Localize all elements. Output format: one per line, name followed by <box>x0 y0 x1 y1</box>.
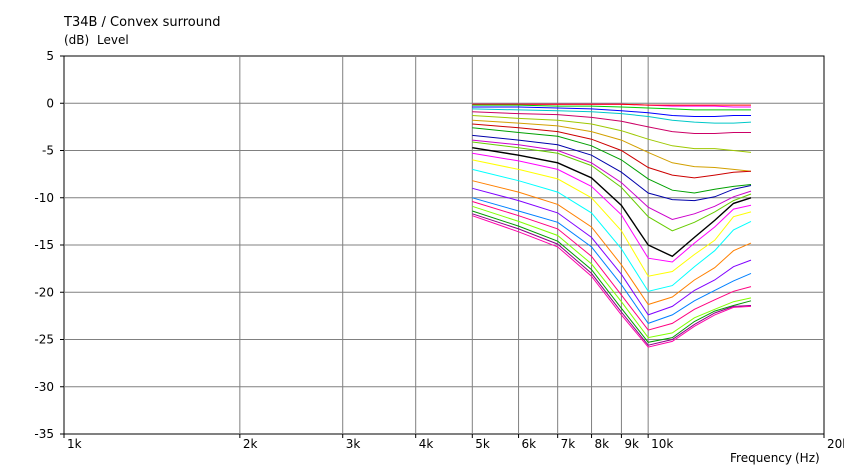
series-line-9 <box>472 123 752 179</box>
x-tick-label: 7k <box>561 437 576 451</box>
x-tick-label: 20k <box>827 437 844 451</box>
series-line-6 <box>472 111 751 134</box>
x-tick-label: 1k <box>67 437 82 451</box>
series-line-16 <box>472 159 752 277</box>
x-tick-label: 10k <box>651 437 673 451</box>
x-axis-label: Frequency <box>730 451 792 465</box>
y-tick-label: 0 <box>46 96 54 110</box>
series-line-12 <box>472 139 752 221</box>
series-line-7 <box>472 115 752 153</box>
y-tick-label: -10 <box>34 191 54 205</box>
series-line-18 <box>472 180 752 306</box>
series-line-3 <box>472 104 751 111</box>
series-line-5 <box>472 108 752 124</box>
x-axis-unit: (Hz) <box>795 451 820 465</box>
x-tick-label: 6k <box>522 437 537 451</box>
x-tick-label: 8k <box>595 437 610 451</box>
series-line-25 <box>472 215 752 348</box>
y-axis-unit: (dB) <box>64 33 89 47</box>
y-tick-label: -20 <box>34 285 54 299</box>
chart-title: T34B / Convex surround <box>63 15 220 30</box>
series-line-11 <box>472 134 752 202</box>
y-tick-label: -15 <box>34 238 54 252</box>
x-tick-label: 9k <box>624 437 639 451</box>
series-layer <box>472 103 752 348</box>
y-tick-label: -30 <box>34 380 54 394</box>
y-tick-label: -5 <box>42 144 54 158</box>
series-line-24 <box>472 213 752 346</box>
x-tick-label: 4k <box>419 437 434 451</box>
y-tick-label: -35 <box>34 427 54 441</box>
series-line-14 <box>472 147 752 258</box>
series-line-21 <box>472 201 752 331</box>
series-line-23 <box>472 210 752 343</box>
y-tick-label: -25 <box>34 333 54 347</box>
tick-labels: 1k 2k 3k 4k 5k 6k 7k 8k 9k 10k 20k 5 0 -5 -10 -15 -20 -25… <box>34 49 844 451</box>
series-line-8 <box>472 119 752 172</box>
series-line-10 <box>472 127 752 194</box>
series-line-20 <box>472 197 752 324</box>
y-axis-label: Level <box>97 33 129 47</box>
series-line-15 <box>472 152 752 263</box>
series-line-13 <box>472 141 752 232</box>
series-line-4 <box>472 106 751 117</box>
series-line-22 <box>472 205 752 339</box>
series-line-19 <box>472 187 752 316</box>
x-tick-label: 5k <box>475 437 490 451</box>
x-tick-label: 3k <box>346 437 361 451</box>
series-line-2 <box>472 103 751 106</box>
series-line-17 <box>472 168 752 292</box>
y-tick-label: 5 <box>46 49 54 63</box>
x-tick-label: 2k <box>243 437 258 451</box>
